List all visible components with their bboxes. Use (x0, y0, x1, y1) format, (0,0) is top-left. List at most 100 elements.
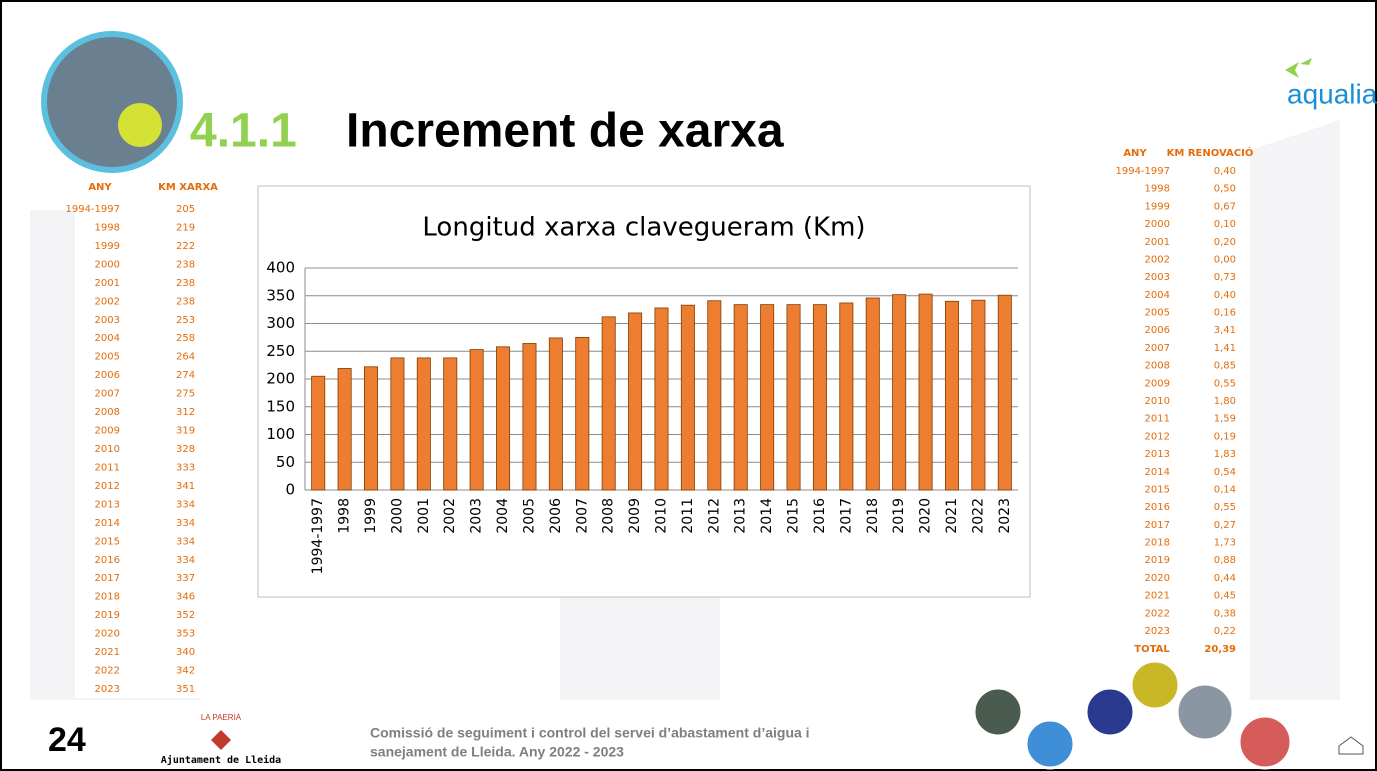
table-value: 334 (176, 499, 195, 510)
table-value: 0,54 (1214, 467, 1236, 478)
bar (918, 293, 933, 491)
table-year: 1994-1997 (1115, 166, 1170, 177)
table-year: 2021 (1145, 591, 1170, 602)
table-year: 2006 (95, 370, 120, 381)
table-value: 0,20 (1214, 237, 1236, 248)
table-value: 264 (176, 352, 195, 363)
table-value: 0,88 (1214, 555, 1236, 566)
header-photo-detail (118, 103, 162, 147)
x-tick-label: 2019 (891, 498, 907, 534)
table-value: 0,55 (1214, 502, 1236, 513)
bar (364, 366, 379, 491)
table-header: KM XARXA (158, 182, 218, 193)
home-icon[interactable] (1338, 736, 1364, 755)
table-year: 2002 (1145, 254, 1170, 265)
table-value: 1,59 (1214, 414, 1236, 425)
table-year: 2023 (1145, 626, 1170, 637)
bar (469, 349, 484, 491)
bar (892, 294, 907, 491)
org-emblem (211, 730, 231, 750)
table-value: 0,00 (1214, 254, 1236, 265)
org-top: LA PAERIA (201, 713, 242, 722)
y-tick-label: 200 (266, 370, 295, 388)
table-value: 0,40 (1214, 166, 1236, 177)
x-tick-label: 2004 (495, 498, 511, 534)
y-tick-label: 0 (285, 481, 295, 499)
table-year: 2018 (95, 592, 120, 603)
table-year: 2021 (95, 647, 120, 658)
table-year: 1998 (95, 222, 120, 233)
table-value: 334 (176, 536, 195, 547)
table-value: 0,10 (1214, 219, 1236, 230)
page-number: 24 (48, 721, 86, 759)
table-value: 238 (176, 296, 195, 307)
footer-line: sanejament de Lleida. Any 2022 - 2023 (370, 744, 624, 760)
table-year: 2010 (1145, 396, 1170, 407)
chart-title: Longitud xarxa clavegueram (Km) (422, 213, 865, 243)
table-value: 346 (176, 592, 195, 603)
table-year: 2019 (1145, 555, 1170, 566)
table-value: 222 (176, 241, 195, 252)
bar (390, 357, 405, 491)
table-value: 274 (176, 370, 195, 381)
x-tick-label: 2005 (521, 498, 537, 534)
section-number: 4.1.1 (190, 105, 297, 158)
table-value: 341 (176, 481, 195, 492)
table-year: 2001 (1145, 237, 1170, 248)
table-year: 2008 (95, 407, 120, 418)
table-year: 2003 (1145, 272, 1170, 283)
table-year: 2008 (1145, 361, 1170, 372)
table-year: 2010 (95, 444, 120, 455)
table-year: 2003 (95, 315, 120, 326)
table-value: 1,73 (1214, 538, 1236, 549)
table-value: 238 (176, 278, 195, 289)
table-year: 2001 (95, 278, 120, 289)
table-year: 2012 (1145, 431, 1170, 442)
table-year: 2005 (95, 352, 120, 363)
table-value: 3,41 (1214, 325, 1236, 336)
bar (628, 312, 643, 491)
x-tick-label: 2018 (865, 498, 881, 534)
table-value: 275 (176, 389, 195, 400)
table-value: 352 (176, 610, 195, 621)
table-year: 1999 (95, 241, 120, 252)
table-value: 342 (176, 666, 195, 677)
table-year: 2020 (95, 629, 120, 640)
bar (416, 357, 431, 491)
y-tick-label: 50 (276, 453, 295, 471)
table-value: 0,73 (1214, 272, 1236, 283)
org-name: Ajuntament de Lleida (161, 754, 281, 766)
x-tick-label: 2011 (680, 498, 696, 534)
table-year: 2005 (1145, 308, 1170, 319)
table-year: 2015 (95, 536, 120, 547)
table-value: 328 (176, 444, 195, 455)
table-year: 2013 (1145, 449, 1170, 460)
bar (865, 297, 880, 491)
table-year: 2022 (95, 666, 120, 677)
table-value: 1,80 (1214, 396, 1236, 407)
y-tick-label: 400 (266, 259, 295, 277)
y-tick-label: 250 (266, 342, 295, 360)
table-value: 312 (176, 407, 195, 418)
logo-mark (1285, 58, 1312, 78)
x-tick-label: 2008 (601, 498, 617, 534)
right-table-bg (1098, 142, 1246, 658)
bar (786, 304, 801, 491)
table-year: 2023 (95, 684, 120, 695)
bar (812, 304, 827, 491)
table-year: 2011 (95, 462, 120, 473)
x-tick-label: 2013 (733, 498, 749, 534)
table-value: 238 (176, 259, 195, 270)
table-header: ANY (1123, 148, 1147, 159)
table-year: 2009 (1145, 378, 1170, 389)
table-value: 253 (176, 315, 195, 326)
table-value: 0,14 (1214, 484, 1236, 495)
x-tick-label: 2022 (970, 498, 986, 534)
bar (971, 299, 986, 491)
table-value: 340 (176, 647, 195, 658)
table-year: 2012 (95, 481, 120, 492)
slide-title: Increment de xarxa (346, 105, 784, 158)
table-header: ANY (88, 182, 112, 193)
table-year: 2020 (1145, 573, 1170, 584)
